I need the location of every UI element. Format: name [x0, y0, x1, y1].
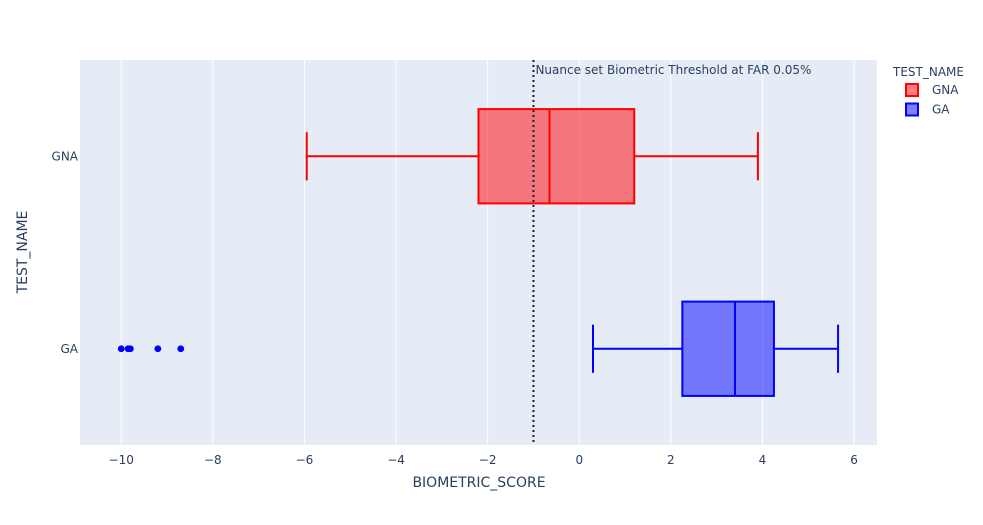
x-tick-label: 0 [575, 453, 583, 467]
x-tick-label: −6 [296, 453, 314, 467]
x-tick-label: −4 [387, 453, 405, 467]
x-tick-label: 4 [759, 453, 767, 467]
legend: TEST_NAME GNA GA [892, 65, 964, 117]
x-tick-label: −8 [204, 453, 222, 467]
box-iqr [681, 300, 775, 397]
outlier-point [177, 345, 185, 353]
legend-swatch-ga [905, 102, 919, 117]
outlier-point [126, 345, 134, 353]
outlier-point [154, 345, 162, 353]
legend-label-gna: GNA [932, 83, 959, 97]
y-tick-label: GNA [52, 149, 79, 163]
threshold-line-group: Nuance set Biometric Threshold at FAR 0.… [532, 60, 811, 445]
x-tick-label: 6 [850, 453, 858, 467]
x-axis-title: BIOMETRIC_SCORE [412, 475, 545, 491]
grid-lines [120, 60, 855, 445]
y-tick-label: GA [60, 342, 78, 356]
x-tick-labels: −10 −8 −6 −4 −2 0 2 4 6 [109, 453, 858, 467]
outlier-point [117, 345, 125, 353]
box-trace-gna [305, 108, 759, 205]
legend-label-ga: GA [932, 103, 950, 117]
y-axis-title: TEST_NAME [15, 211, 31, 295]
box-iqr [477, 108, 636, 205]
x-tick-label: −10 [109, 453, 134, 467]
box-traces [117, 108, 840, 397]
legend-swatch-gna [905, 83, 919, 97]
threshold-annotation: Nuance set Biometric Threshold at FAR 0.… [535, 63, 811, 77]
box-trace-ga [117, 300, 840, 397]
x-tick-label: 2 [667, 453, 675, 467]
legend-title: TEST_NAME [892, 65, 964, 79]
x-tick-label: −2 [479, 453, 497, 467]
y-tick-labels: GA GNA [52, 149, 79, 356]
